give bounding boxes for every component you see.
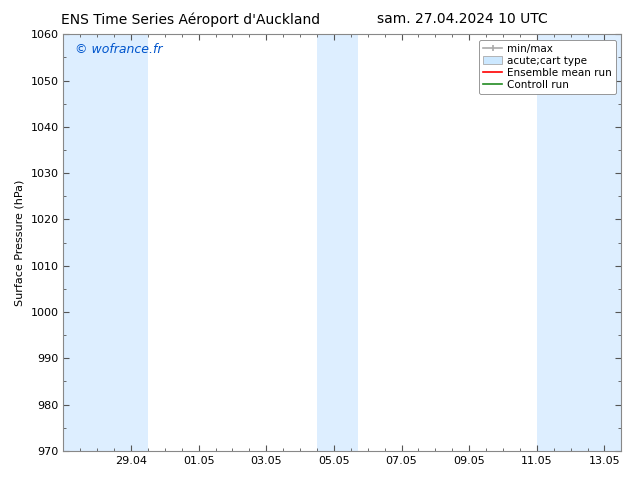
Text: sam. 27.04.2024 10 UTC: sam. 27.04.2024 10 UTC xyxy=(377,12,548,26)
Y-axis label: Surface Pressure (hPa): Surface Pressure (hPa) xyxy=(15,179,25,306)
Bar xyxy=(537,34,621,451)
Bar xyxy=(317,34,358,451)
Text: ENS Time Series Aéroport d'Auckland: ENS Time Series Aéroport d'Auckland xyxy=(61,12,320,27)
Legend: min/max, acute;cart type, Ensemble mean run, Controll run: min/max, acute;cart type, Ensemble mean … xyxy=(479,40,616,94)
Text: © wofrance.fr: © wofrance.fr xyxy=(75,43,162,56)
Bar xyxy=(63,34,148,451)
